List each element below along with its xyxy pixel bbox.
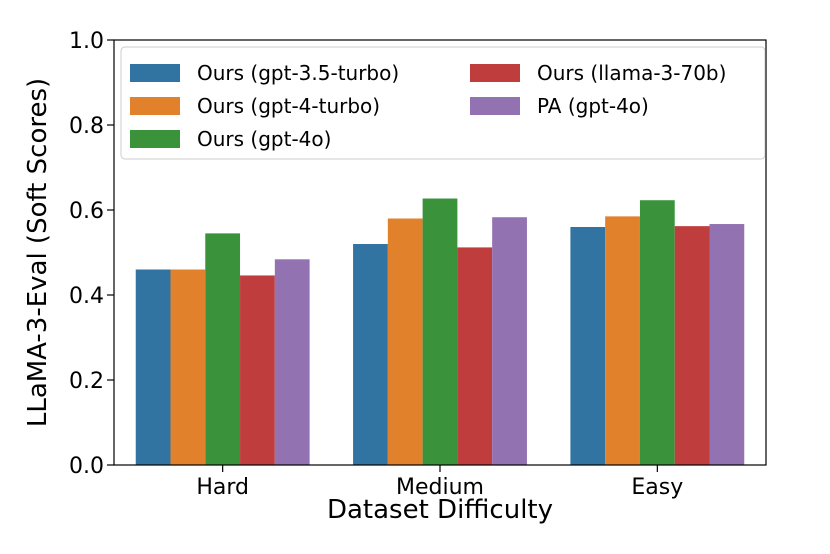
legend-swatch [130, 130, 180, 148]
bar-hard-series-5 [274, 259, 310, 465]
legend: Ours (gpt-3.5-turbo) Ours (gpt-4-turbo) Ou… [120, 46, 766, 160]
legend-swatch [130, 64, 180, 82]
legend-label: Ours (gpt-4o) [197, 127, 331, 151]
legend-label: PA (gpt-4o) [537, 94, 649, 118]
legend-swatch [470, 64, 520, 82]
x-axis-ticks: Hard Medium Easy [196, 465, 683, 500]
bar-easy-series-1 [570, 227, 606, 465]
bar-medium-series-4 [457, 247, 493, 465]
bar-hard-series-4 [240, 275, 275, 465]
legend-label: Ours (llama-3-70b) [537, 61, 726, 85]
y-tick-label: 0.8 [69, 114, 104, 139]
bar-medium-series-3 [422, 198, 458, 465]
legend-label: Ours (gpt-3.5-turbo) [197, 61, 399, 85]
plot-frame [113, 39, 767, 466]
y-tick-label: 0.2 [69, 369, 104, 394]
legend-label: Ours (gpt-4-turbo) [197, 94, 380, 118]
x-tick-label: Easy [631, 475, 683, 500]
bar-medium-series-5 [492, 217, 527, 465]
x-tick-label: Medium [396, 475, 484, 500]
y-tick-label: 0.4 [69, 284, 104, 309]
y-tick-label: 0.0 [69, 454, 104, 479]
bar-hard-series-3 [205, 233, 241, 465]
legend-frame [120, 46, 766, 160]
x-tick-label: Hard [196, 475, 249, 500]
y-axis-ticks: 0.0 0.2 0.4 0.6 0.8 1.0 [69, 29, 114, 479]
bar-easy-series-4 [674, 226, 710, 465]
bar-hard-series-1 [135, 269, 171, 465]
legend-swatch [130, 97, 180, 115]
y-tick-label: 0.6 [69, 199, 104, 224]
bar-hard-series-2 [170, 269, 206, 465]
bars-group [135, 198, 745, 465]
bar-medium-series-1 [353, 244, 388, 465]
bar-easy-series-5 [709, 224, 745, 465]
y-axis-title: LLaMA-3-Eval (Soft Scores) [23, 78, 53, 427]
y-tick-label: 1.0 [69, 29, 104, 54]
legend-swatch [470, 97, 520, 115]
bar-easy-series-3 [639, 200, 675, 465]
x-axis-title: Dataset Difficulty [327, 495, 553, 525]
bar-medium-series-2 [387, 218, 423, 465]
bar-easy-series-2 [605, 216, 640, 465]
